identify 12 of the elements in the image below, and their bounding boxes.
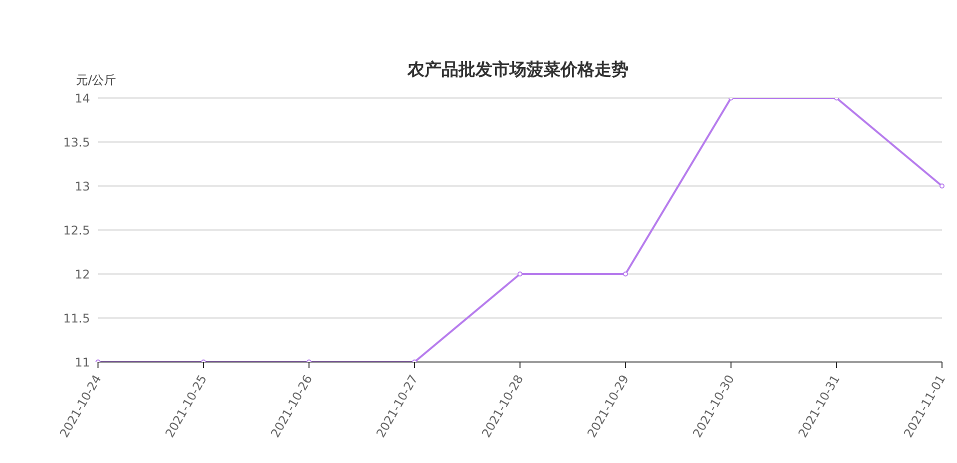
y-tick-label: 13: [74, 179, 90, 194]
point: [623, 272, 628, 276]
y-axis-title: 元/公斤: [76, 72, 116, 89]
y-tick-label: 13.5: [63, 135, 90, 150]
y-tick-label: 11.5: [63, 311, 90, 326]
point: [518, 272, 522, 276]
y-tick-label: 12: [74, 267, 90, 282]
y-tick-label: 11: [74, 355, 90, 370]
chart-title: 农产品批发市场菠菜价格走势: [408, 60, 628, 80]
point: [940, 184, 944, 188]
y-tick-label: 14: [74, 91, 90, 106]
y-tick-label: 12.5: [63, 223, 90, 238]
